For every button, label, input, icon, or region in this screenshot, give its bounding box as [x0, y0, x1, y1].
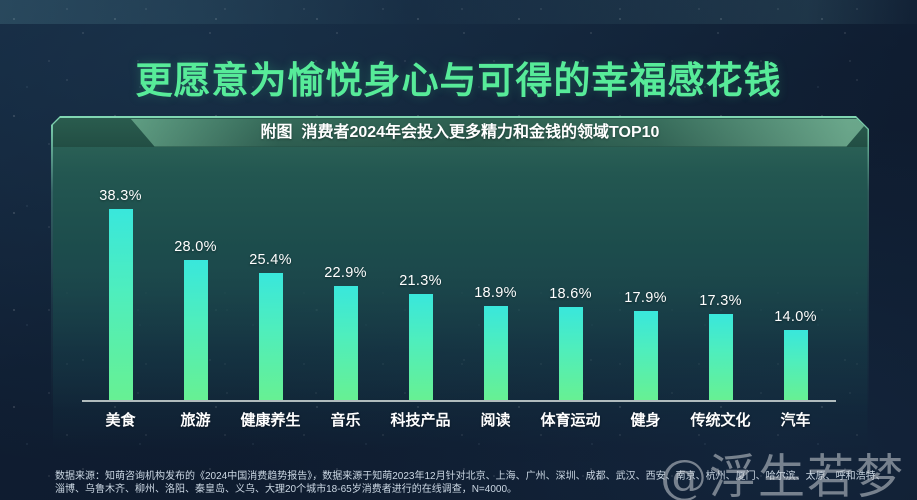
watermark: @浮生若梦 — [654, 438, 911, 500]
bar-slot: 25.4% — [233, 185, 308, 400]
category-label: 体育运动 — [540, 412, 601, 429]
bar — [258, 273, 283, 400]
bar — [708, 313, 733, 400]
bar — [408, 293, 433, 400]
bar-value-label: 17.9% — [624, 289, 667, 306]
category-label: 科技产品 — [390, 412, 451, 429]
bar — [483, 305, 508, 400]
top-light-streak — [0, 0, 917, 24]
bar-chart: 38.3% 28.0% 25.4% 22.9% 21.3% 18.9% 18.6% 17.9%… — [83, 185, 833, 400]
category-row: 美食 旅游 健康养生 音乐 科技产品 阅读 体育运动 健身 传统文化 汽车 — [83, 409, 833, 430]
bar — [633, 310, 658, 400]
chart-panel-frame: 附图 消费者2024年会投入更多精力和金钱的领域TOP10 — [51, 116, 869, 462]
category-label: 阅读 — [480, 412, 511, 429]
category-label: 旅游 — [180, 412, 211, 429]
bar-value-label: 17.3% — [699, 292, 742, 309]
bar — [783, 330, 808, 400]
data-source-line-2: 淄博、乌鲁木齐、柳州、洛阳、秦皇岛、义乌、大理20个城市18-65岁消费者进行的… — [55, 484, 518, 495]
bar-slot: 38.3% — [83, 185, 158, 400]
bar-slot: 28.0% — [158, 185, 233, 400]
bar-value-label: 18.9% — [474, 284, 517, 301]
x-axis-line — [82, 400, 836, 402]
bar — [333, 285, 358, 400]
category-label: 传统文化 — [690, 412, 751, 429]
chart-panel: 附图 消费者2024年会投入更多精力和金钱的领域TOP10 — [53, 118, 868, 463]
chart-caption-banner: 附图 消费者2024年会投入更多精力和金钱的领域TOP10 — [53, 118, 868, 147]
data-source-line-1: 数据来源：知萌咨询机构发布的《2024中国消费趋势报告》，数据来源于知萌2023… — [55, 471, 886, 482]
category-label: 汽车 — [780, 412, 811, 429]
bar-slot: 18.6% — [533, 185, 608, 400]
category-label: 健康养生 — [240, 412, 301, 429]
bar-value-label: 18.6% — [549, 286, 592, 302]
bar-slot: 18.9% — [458, 185, 533, 400]
bar — [558, 307, 583, 400]
bar-value-label: 22.9% — [324, 264, 367, 281]
bar-slot: 17.9% — [608, 185, 683, 400]
bar — [108, 208, 133, 400]
bar — [183, 260, 208, 400]
chart-caption: 附图 消费者2024年会投入更多精力和金钱的领域TOP10 — [260, 123, 660, 141]
bar-slot: 14.0% — [758, 185, 833, 400]
bar-slot: 22.9% — [308, 185, 383, 400]
bar-value-label: 14.0% — [774, 309, 817, 325]
data-source-note: 数据来源：知萌咨询机构发布的《2024中国消费趋势报告》，数据来源于知萌2023… — [55, 470, 910, 496]
banner-highlight — [111, 119, 868, 147]
bar-slot: 21.3% — [383, 185, 458, 400]
bar-value-label: 25.4% — [249, 252, 292, 268]
bar-value-label: 28.0% — [174, 239, 217, 255]
bar-slot: 17.3% — [683, 185, 758, 400]
category-label: 音乐 — [330, 412, 361, 429]
category-label: 健身 — [630, 412, 661, 429]
page-title: 更愿意为愉悦身心与可得的幸福感花钱 — [135, 60, 782, 101]
category-label: 美食 — [105, 412, 136, 429]
bar-value-label: 38.3% — [99, 187, 142, 204]
bar-value-label: 21.3% — [399, 272, 442, 289]
